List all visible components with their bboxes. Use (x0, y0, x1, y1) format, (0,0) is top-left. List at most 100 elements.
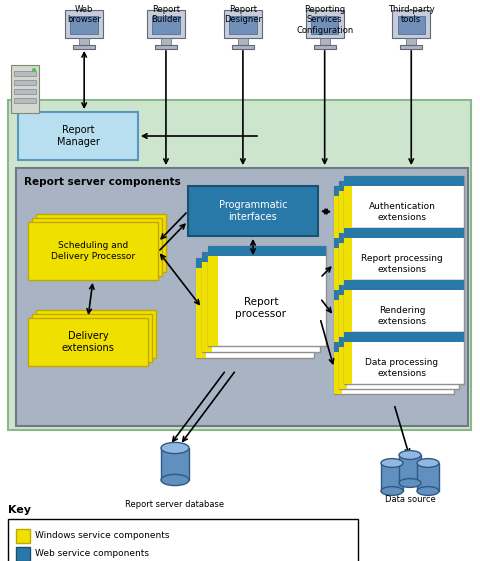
Bar (333, 342, 453, 352)
Text: Key: Key (8, 505, 31, 515)
Bar (343, 332, 463, 384)
Bar (333, 290, 453, 342)
Bar (333, 342, 453, 394)
Bar (338, 285, 458, 337)
Bar (207, 246, 325, 346)
Ellipse shape (398, 450, 420, 459)
Bar (16, 547, 30, 561)
Bar (319, 38, 329, 45)
Bar (207, 246, 217, 346)
Text: Web service components: Web service components (35, 550, 149, 559)
Text: Report server database: Report server database (125, 500, 224, 509)
Text: Rendering
extensions: Rendering extensions (377, 306, 426, 326)
Bar (333, 186, 453, 196)
Bar (333, 290, 453, 300)
Bar (333, 342, 341, 394)
Bar (343, 280, 463, 290)
Text: Windows service components: Windows service components (35, 531, 169, 540)
Bar (333, 238, 453, 290)
Text: Programmatic
interfaces: Programmatic interfaces (218, 200, 287, 222)
Bar (14, 98, 36, 103)
Text: Report
Builder: Report Builder (151, 5, 180, 24)
Bar (305, 10, 343, 38)
Bar (391, 10, 430, 38)
Bar (406, 38, 415, 45)
Bar (338, 181, 346, 233)
Bar (71, 16, 97, 34)
Bar (343, 176, 463, 228)
Text: Report
Manager: Report Manager (57, 125, 99, 147)
Bar (333, 238, 341, 290)
Bar (338, 233, 346, 285)
Bar (202, 252, 212, 352)
Bar (32, 314, 152, 362)
Text: Reporting
Services
Configuration: Reporting Services Configuration (295, 5, 353, 35)
Bar (343, 332, 351, 384)
Text: Scheduling and
Delivery Processor: Scheduling and Delivery Processor (51, 241, 135, 261)
Bar (36, 214, 166, 272)
Bar (79, 38, 89, 45)
Bar (28, 222, 157, 280)
Bar (202, 252, 319, 262)
Bar (338, 285, 346, 337)
Bar (333, 186, 341, 238)
Bar (338, 337, 458, 347)
Bar (338, 233, 458, 243)
Bar (152, 16, 179, 34)
Bar (28, 318, 148, 366)
Bar (146, 10, 185, 38)
Bar (343, 228, 463, 280)
Bar (343, 280, 463, 332)
Ellipse shape (416, 458, 438, 467)
Bar (343, 332, 463, 342)
Text: Data processing
extensions: Data processing extensions (365, 358, 438, 378)
Text: Third-party
tools: Third-party tools (387, 5, 434, 24)
Text: Report server components: Report server components (24, 177, 180, 187)
Ellipse shape (416, 486, 438, 495)
Bar (8, 100, 470, 430)
Text: Report
Designer: Report Designer (223, 5, 262, 24)
Bar (11, 65, 39, 113)
Bar (207, 246, 325, 256)
Bar (398, 455, 420, 483)
Ellipse shape (161, 443, 189, 454)
Text: Web
browser: Web browser (67, 5, 101, 24)
Bar (16, 529, 30, 543)
Bar (313, 45, 335, 49)
Ellipse shape (161, 475, 189, 486)
Ellipse shape (398, 479, 420, 488)
Bar (161, 448, 189, 480)
Bar (161, 38, 170, 45)
Bar (343, 228, 351, 280)
Bar (380, 463, 402, 491)
Bar (338, 181, 458, 233)
Bar (338, 233, 458, 285)
Bar (223, 10, 262, 38)
Bar (231, 45, 253, 49)
Bar (338, 337, 458, 389)
Text: Delivery
extensions: Delivery extensions (61, 331, 114, 353)
Bar (155, 45, 177, 49)
Text: Report processing
extensions: Report processing extensions (360, 254, 442, 274)
Bar (195, 258, 313, 358)
Circle shape (32, 68, 36, 72)
Bar (14, 89, 36, 94)
Bar (343, 176, 351, 228)
Bar (65, 10, 103, 38)
Bar (14, 71, 36, 76)
Bar (202, 252, 319, 352)
Bar (238, 38, 247, 45)
Bar (416, 463, 438, 491)
Bar (18, 112, 138, 160)
Bar (16, 168, 467, 426)
Bar (36, 310, 156, 358)
Bar (338, 285, 458, 295)
Bar (8, 519, 357, 561)
Bar (333, 290, 341, 342)
Bar (14, 80, 36, 85)
Bar (32, 218, 162, 276)
Bar (343, 228, 463, 238)
Ellipse shape (380, 458, 402, 467)
Bar (343, 280, 351, 332)
Bar (397, 16, 424, 34)
